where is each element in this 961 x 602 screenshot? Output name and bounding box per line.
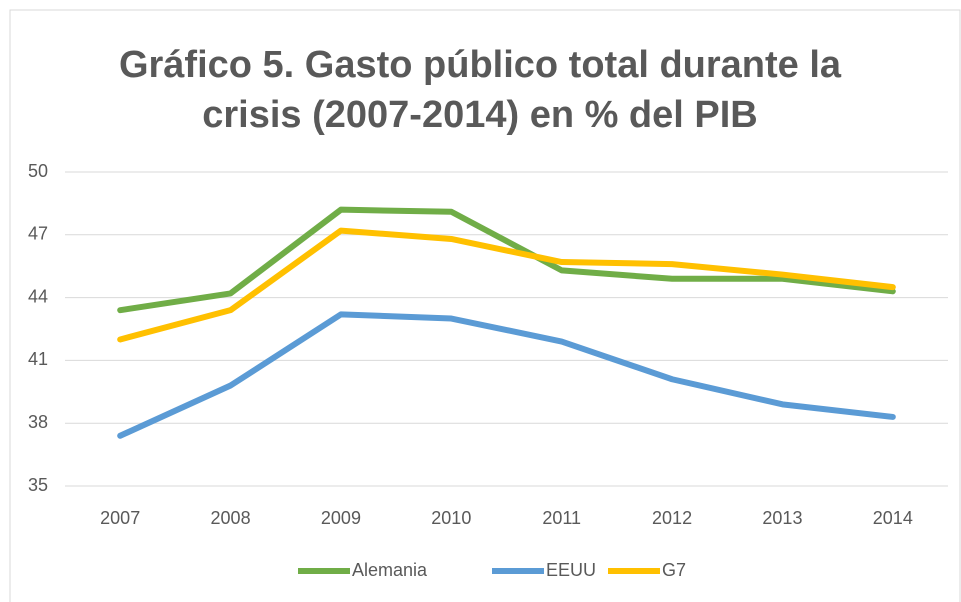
legend-label: Alemania — [352, 560, 428, 580]
x-tick-label: 2007 — [100, 508, 140, 528]
line-series — [117, 227, 896, 343]
line-series — [117, 311, 896, 439]
legend-label: G7 — [662, 560, 686, 580]
x-tick-label: 2013 — [762, 508, 802, 528]
x-tick-label: 2008 — [211, 508, 251, 528]
y-tick-label: 38 — [28, 412, 48, 432]
x-tick-label: 2010 — [431, 508, 471, 528]
x-tick-label: 2009 — [321, 508, 361, 528]
chart-border — [9, 9, 961, 602]
line-series — [117, 206, 896, 314]
y-tick-label: 35 — [28, 475, 48, 495]
legend-label: EEUU — [546, 560, 596, 580]
y-tick-label: 47 — [28, 224, 48, 244]
y-tick-label: 41 — [28, 349, 48, 369]
x-tick-label: 2012 — [652, 508, 692, 528]
x-tick-label: 2011 — [542, 508, 581, 528]
x-tick-label: 2014 — [873, 508, 913, 528]
y-tick-label: 44 — [28, 286, 48, 306]
chart-title: Gráfico 5. Gasto público total durante l… — [118, 44, 842, 136]
y-tick-label: 50 — [28, 161, 48, 181]
